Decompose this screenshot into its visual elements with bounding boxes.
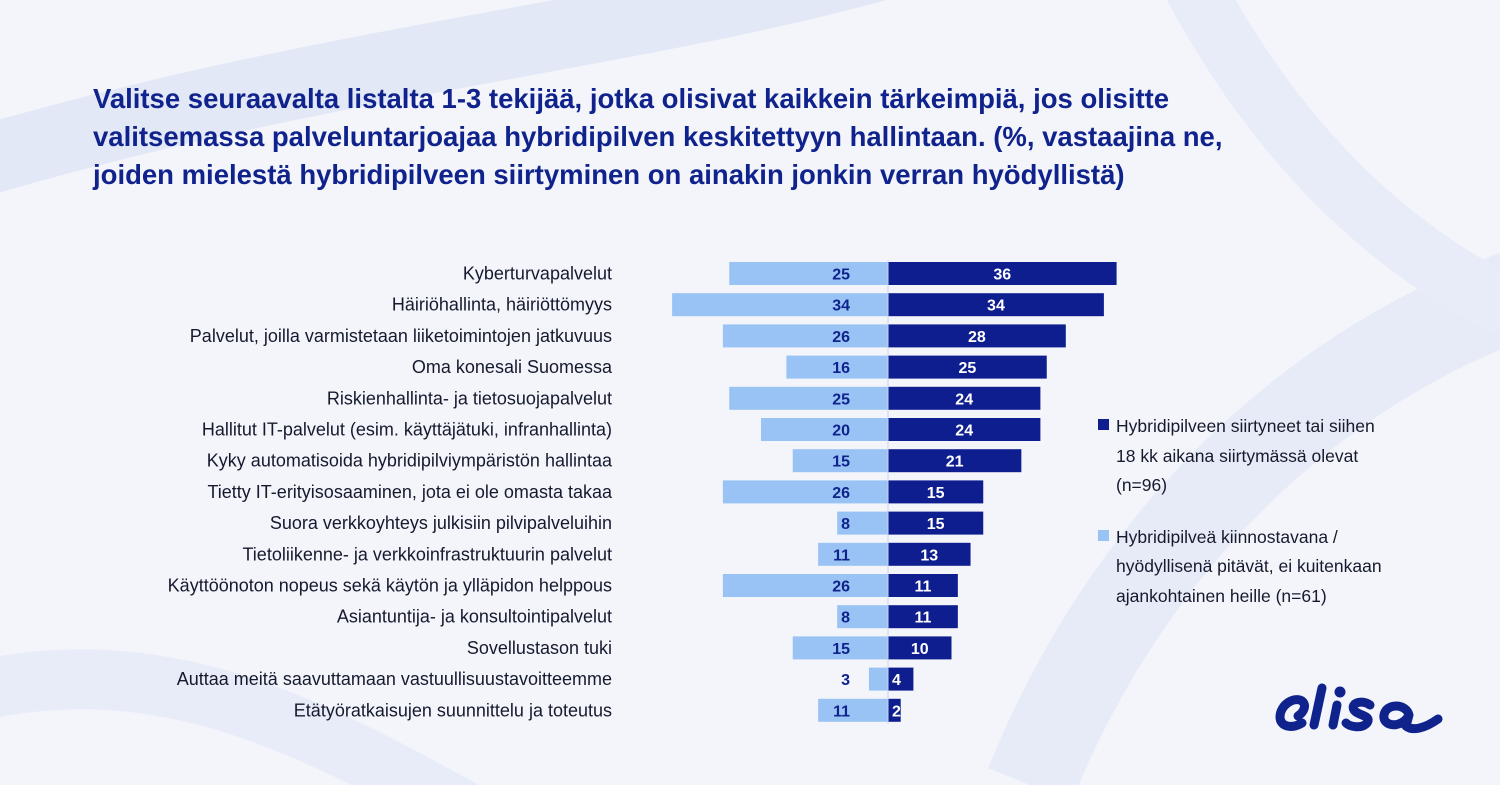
title-line-1: Valitse seuraavalta listalta 1-3 tekijää… — [93, 83, 1170, 114]
bar-interested — [837, 605, 888, 629]
bar-interested — [792, 636, 888, 660]
category-label: Tietty IT-erityisosaaminen, jota ei ole … — [207, 482, 613, 502]
category-label: Käyttöönoton nopeus sekä käytön ja ylläp… — [168, 576, 612, 596]
value-label-migrated: 21 — [946, 454, 964, 471]
legend-label-migrated: Hybridipilveen siirtyneet tai siihen 18 … — [1116, 416, 1375, 495]
bar-interested — [786, 355, 888, 379]
value-label-interested: 8 — [841, 516, 850, 533]
category-label: Riskienhallinta- ja tietosuojapalvelut — [327, 388, 612, 408]
category-label: Tietoliikenne- ja verkkoinfrastruktuurin… — [242, 544, 612, 564]
bar-interested — [729, 386, 888, 410]
value-label-migrated: 11 — [914, 610, 931, 627]
value-label-migrated: 24 — [955, 391, 973, 408]
bar-interested — [818, 698, 888, 722]
title-line-2: valitsemassa palveluntarjoajaa hybridipi… — [93, 121, 1223, 152]
bar-migrated — [888, 605, 958, 629]
bar-interested — [761, 418, 888, 441]
value-label-interested: 25 — [832, 267, 850, 284]
value-label-interested: 3 — [841, 672, 850, 689]
legend-swatch-interested — [1098, 529, 1109, 541]
category-label: Kyberturvapalvelut — [463, 264, 612, 284]
category-label: Häiriöhallinta, häiriöttömyys — [392, 295, 612, 315]
value-label-interested: 20 — [832, 423, 850, 440]
bar-interested — [818, 542, 888, 566]
legend-item-migrated: Hybridipilveen siirtyneet tai siihen 18 … — [1098, 412, 1458, 501]
elisa-logo: elisa — [1275, 683, 1443, 734]
value-label-migrated: 15 — [927, 516, 945, 533]
value-label-interested: 34 — [832, 298, 850, 315]
bar-migrated — [888, 418, 1041, 441]
legend-item-interested: Hybridipilveä kiinnostavana / hyödyllise… — [1098, 523, 1458, 612]
value-label-interested: 16 — [832, 360, 850, 377]
value-label-interested: 25 — [832, 391, 850, 408]
legend: Hybridipilveen siirtyneet tai siihen 18 … — [1098, 412, 1458, 633]
title-line-3: joiden mielestä hybridipilveen siirtymin… — [93, 159, 1125, 190]
bar-migrated — [888, 262, 1117, 285]
category-label: Oma konesali Suomessa — [412, 357, 613, 377]
value-label-interested: 11 — [833, 703, 850, 720]
value-label-interested: 26 — [832, 329, 850, 346]
category-label: Hallitut IT-palvelut (esim. käyttäjätuki… — [202, 420, 612, 440]
category-label: Palvelut, joilla varmistetaan liiketoimi… — [190, 326, 612, 346]
value-label-interested: 26 — [832, 579, 850, 596]
value-label-interested: 8 — [841, 610, 850, 627]
bar-migrated — [888, 293, 1104, 317]
value-label-migrated: 36 — [993, 267, 1011, 284]
legend-label-interested: Hybridipilveä kiinnostavana / hyödyllise… — [1116, 526, 1382, 606]
category-label: Etätyöratkaisujen suunnittelu ja toteutu… — [294, 700, 612, 720]
bar-interested — [672, 293, 888, 317]
value-label-migrated: 11 — [914, 579, 931, 596]
value-label-migrated: 15 — [927, 485, 945, 502]
value-label-migrated: 13 — [920, 547, 938, 564]
bar-interested — [722, 480, 888, 504]
value-label-migrated: 10 — [911, 641, 929, 658]
category-label: Auttaa meitä saavuttamaan vastuullisuust… — [177, 669, 612, 689]
bar-migrated — [888, 355, 1047, 379]
bar-migrated — [888, 511, 984, 535]
bar-migrated — [888, 386, 1041, 410]
value-label-migrated: 25 — [958, 360, 976, 377]
category-label: Asiantuntija- ja konsultointipalvelut — [337, 607, 612, 627]
bar-migrated — [888, 542, 971, 566]
bar-interested — [722, 324, 888, 348]
bar-migrated — [888, 449, 1022, 473]
bar-migrated — [888, 698, 901, 722]
bar-migrated — [888, 480, 984, 504]
bar-interested — [722, 574, 888, 597]
legend-swatch-migrated — [1098, 419, 1109, 430]
value-label-migrated: 24 — [955, 423, 973, 440]
value-label-migrated: 28 — [968, 329, 986, 346]
bar-interested — [868, 667, 888, 691]
bar-migrated — [888, 574, 958, 597]
bar-migrated — [888, 667, 914, 691]
value-label-interested: 15 — [832, 454, 850, 471]
category-label: Kyky automatisoida hybridipilviympäristö… — [207, 451, 613, 471]
page-title: Valitse seuraavalta listalta 1-3 tekijää… — [93, 80, 1413, 194]
value-label-interested: 15 — [832, 641, 850, 658]
bar-interested — [729, 262, 888, 285]
bar-interested — [792, 449, 888, 473]
category-label: Suora verkkoyhteys julkisiin pilvipalvel… — [270, 513, 612, 533]
bar-migrated — [888, 636, 952, 660]
value-label-migrated: 34 — [987, 298, 1005, 315]
value-label-interested: 26 — [832, 485, 850, 502]
value-label-interested: 11 — [833, 547, 850, 564]
category-label: Sovellustason tuki — [467, 638, 612, 658]
bar-interested — [837, 511, 888, 535]
value-label-migrated: 4 — [892, 672, 901, 689]
bar-migrated — [888, 324, 1066, 348]
value-label-migrated: 2 — [892, 703, 901, 720]
